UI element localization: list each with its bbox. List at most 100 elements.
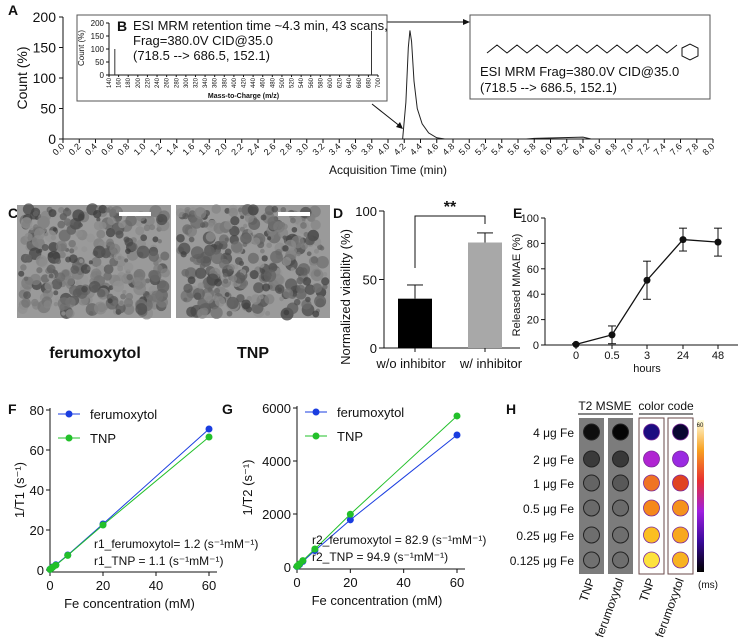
a-y-tick-label: 0: [48, 131, 56, 147]
g-x-tick-label: 40: [396, 575, 410, 590]
g-y-tick-label: 0: [284, 560, 291, 575]
f-data-point: [99, 521, 107, 529]
arrowhead: [396, 122, 403, 129]
h-column-label: TNP: [576, 576, 597, 603]
f-x-axis-label: Fe concentration (mM): [64, 596, 195, 611]
b-x-tick-label: 480: [270, 77, 276, 88]
structure-annotation-title: ESI MRM Frag=380.0V CID@35.0: [480, 64, 679, 79]
a-x-tick-label: 7.6: [668, 141, 684, 157]
a-x-tick-label: 7.2: [635, 141, 651, 157]
g-y-axis-label: 1/T2 (s⁻¹): [240, 460, 255, 516]
h-row-label: 0.25 μg Fe: [516, 529, 574, 543]
significance-label: **: [444, 199, 457, 216]
panel-label-g: G: [222, 401, 233, 417]
f-annotation: r1_TNP = 1.1 (s⁻¹mM⁻¹): [94, 554, 223, 568]
panel-label-h: H: [506, 401, 516, 417]
b-x-tick-label: 500: [280, 77, 286, 88]
e-data-point: [643, 276, 651, 284]
h-color-spot: [643, 499, 660, 517]
e-y-tick-label: 0: [533, 340, 539, 352]
a-x-tick-label: 2.8: [278, 141, 294, 157]
f-x-tick-label: 60: [202, 578, 216, 593]
g-annotation: r2_ferumoxytol = 82.9 (s⁻¹mM⁻¹): [312, 533, 486, 547]
e-x-tick-label: 24: [677, 350, 689, 362]
f-data-point: [64, 551, 72, 559]
a-x-tick-label: 1.8: [197, 141, 213, 157]
g-legend-label: ferumoxytol: [337, 405, 404, 420]
a-x-tick-label: 5.4: [489, 141, 505, 157]
a-x-tick-label: 3.4: [327, 141, 343, 157]
h-column-label: ferumoxytol: [592, 576, 626, 639]
g-y-tick-label: 6000: [262, 401, 291, 416]
g-data-point: [453, 412, 461, 420]
h-t2-column: [608, 418, 633, 574]
a-x-tick-label: 1.6: [180, 141, 196, 157]
b-x-tick-label: 240: [155, 77, 161, 88]
h-color-spot: [672, 551, 689, 569]
b-subtitle-1: Frag=380.0V CID@35.0: [133, 33, 273, 48]
h-color-spot: [672, 474, 689, 492]
a-x-tick-label: 7.8: [684, 141, 700, 157]
a-x-tick-label: 4.2: [392, 141, 408, 157]
a-x-tick-label: 0.8: [115, 141, 131, 157]
a-x-tick-label: 0.4: [83, 141, 99, 157]
a-x-tick-label: 2.0: [213, 141, 229, 157]
g-x-tick-label: 0: [293, 575, 300, 590]
a-x-tick-label: 6.8: [603, 141, 619, 157]
h-row-label: 1 μg Fe: [533, 477, 574, 491]
e-y-tick-label: 40: [527, 289, 539, 301]
h-color-spot: [672, 423, 689, 441]
e-data-point: [714, 238, 722, 246]
f-y-tick-label: 60: [30, 443, 44, 458]
h-color-spot: [643, 450, 660, 468]
d-bar: [398, 298, 432, 348]
f-x-tick-label: 20: [96, 578, 110, 593]
b-x-tick-label: 640: [347, 77, 353, 88]
b-x-tick-label: 320: [193, 77, 199, 88]
h-t2-spot: [583, 423, 600, 441]
h-t2-spot: [612, 423, 629, 441]
b-x-tick-label: 540: [299, 77, 305, 88]
e-data-point: [572, 340, 580, 348]
tem-label-ferumoxytol: ferumoxytol: [49, 345, 141, 362]
e-data-point: [608, 331, 616, 339]
h-group-label-t2: T2 MSME: [578, 399, 631, 413]
b-y-tick-label: 200: [91, 19, 105, 28]
f-y-tick-label: 80: [30, 403, 44, 418]
mmae-structure-drawing: [486, 44, 678, 54]
a-x-axis-label: Acquisition Time (min): [329, 163, 447, 177]
g-x-axis-label: Fe concentration (mM): [312, 593, 443, 608]
a-x-tick-label: 1.2: [148, 141, 164, 157]
b-subtitle-2: (718.5 --> 686.5, 152.1): [133, 48, 270, 63]
f-data-point: [52, 561, 60, 569]
panel-label-e: E: [513, 205, 522, 221]
b-y-tick-label: 50: [95, 58, 104, 67]
e-y-tick-label: 100: [521, 213, 539, 225]
b-x-tick-label: 180: [126, 77, 132, 88]
a-x-tick-label: 7.4: [652, 141, 668, 157]
a-x-tick-label: 5.0: [457, 141, 473, 157]
h-colorbar-unit: (ms): [698, 580, 718, 591]
h-column-label: TNP: [636, 576, 657, 603]
a-x-tick-label: 3.6: [343, 141, 359, 157]
b-x-tick-label: 680: [366, 77, 372, 88]
g-data-point: [346, 516, 354, 524]
g-data-point: [299, 557, 307, 565]
a-x-tick-label: 6.0: [538, 141, 554, 157]
h-color-column: [667, 417, 694, 575]
a-x-tick-label: 7.0: [619, 141, 635, 157]
h-t2-spot: [612, 526, 629, 544]
b-x-tick-label: 420: [242, 77, 248, 88]
d-x-tick-label: w/ inhibitor: [459, 356, 523, 371]
b-x-tick-label: 360: [213, 77, 219, 88]
e-x-tick-label: 48: [712, 350, 724, 362]
b-x-tick-label: 580: [318, 77, 324, 88]
a-x-tick-label: 0.6: [99, 141, 115, 157]
g-legend-marker: [312, 408, 320, 416]
h-t2-spot: [583, 551, 600, 569]
g-data-point: [346, 510, 354, 518]
scale-bar: [278, 212, 310, 216]
panel-label-c: C: [8, 205, 18, 221]
e-y-axis-label: Released MMAE (%): [511, 234, 523, 337]
h-color-spot: [672, 526, 689, 544]
